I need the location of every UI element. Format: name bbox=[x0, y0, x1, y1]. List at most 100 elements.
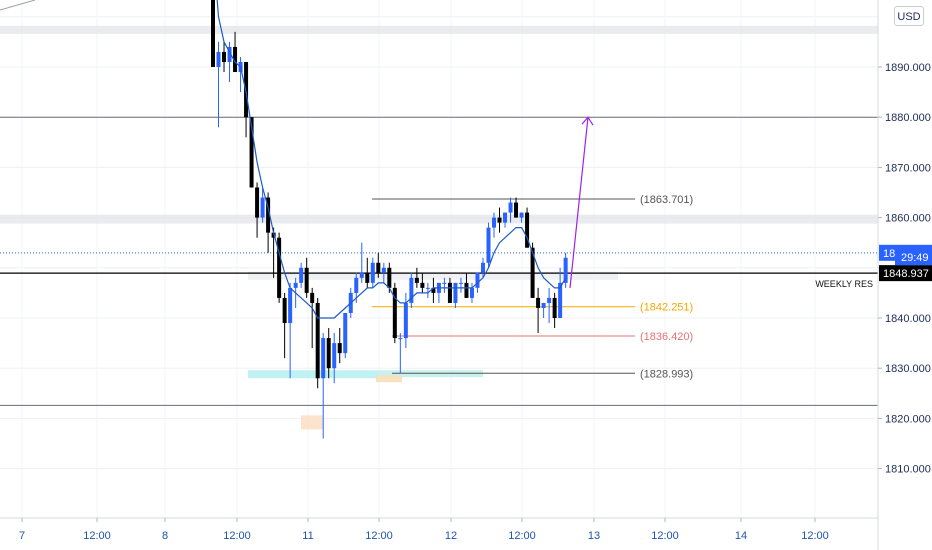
time-tick-label: 12:00 bbox=[365, 530, 393, 542]
candle-body bbox=[453, 282, 458, 303]
candle-body bbox=[409, 277, 414, 303]
candle-body bbox=[403, 302, 408, 339]
candle-body bbox=[277, 237, 282, 298]
candle-body bbox=[514, 202, 519, 218]
countdown-label: 29:49 bbox=[901, 252, 929, 264]
annotations: WEEKLY RES bbox=[815, 279, 873, 289]
candle-body bbox=[398, 338, 403, 340]
candle-body bbox=[381, 267, 386, 273]
price-tick-label: 1830.000 bbox=[885, 363, 931, 375]
trend-line bbox=[0, 0, 36, 11]
zones bbox=[0, 25, 878, 430]
candle-body bbox=[255, 187, 260, 218]
candle-body bbox=[508, 202, 513, 213]
resistance-zone bbox=[0, 25, 878, 34]
candle-body bbox=[458, 282, 463, 284]
countdown-tag bbox=[895, 249, 932, 266]
level-label: (1836.420) bbox=[640, 331, 693, 343]
candle-body bbox=[310, 292, 315, 303]
candle-body bbox=[343, 312, 348, 354]
candle-body bbox=[519, 212, 524, 218]
candle-body bbox=[288, 287, 293, 324]
candle-body bbox=[370, 262, 375, 283]
candle-body bbox=[497, 217, 502, 223]
candle-body bbox=[304, 267, 309, 293]
time-axis[interactable]: 7 12:00 8 12:00 11 12:00 12 12:00 13 12:00 14 12:00 bbox=[0, 517, 878, 542]
candle-body bbox=[354, 277, 359, 293]
candle-body bbox=[216, 51, 221, 67]
horizontal-lines bbox=[0, 0, 878, 406]
currency-selector[interactable]: USD bbox=[894, 6, 924, 26]
candle-body bbox=[414, 277, 419, 283]
candle-body bbox=[271, 232, 276, 238]
candle-body bbox=[260, 197, 265, 218]
time-tick-label: 7 bbox=[19, 530, 25, 542]
candle-body bbox=[525, 212, 530, 248]
level-label: (1828.993) bbox=[640, 368, 693, 380]
candle-body bbox=[475, 272, 480, 288]
time-tick-label: 11 bbox=[302, 530, 313, 542]
candles bbox=[211, 0, 568, 439]
price-tag-label: 1848.937 bbox=[883, 268, 929, 280]
grid bbox=[0, 0, 878, 518]
price-tick-label: 1820.000 bbox=[885, 413, 931, 425]
time-tick-label: 13 bbox=[588, 530, 600, 542]
resistance-zone bbox=[0, 214, 878, 224]
candle-body bbox=[552, 297, 557, 318]
candle-body bbox=[536, 297, 541, 308]
candle-body bbox=[266, 197, 271, 233]
time-tick-label: 12:00 bbox=[651, 530, 679, 542]
candle-body bbox=[447, 282, 452, 303]
arrow-head bbox=[581, 116, 594, 126]
candle-body bbox=[222, 51, 227, 62]
candle-body bbox=[469, 287, 474, 298]
time-tick-label: 12:00 bbox=[83, 530, 111, 542]
price-tick-label: 1810.000 bbox=[885, 464, 931, 476]
candle-body bbox=[282, 297, 287, 324]
candle-body bbox=[293, 282, 298, 288]
candle-body bbox=[420, 282, 425, 288]
candle-body bbox=[332, 343, 337, 369]
candle-body bbox=[392, 287, 397, 339]
weekly-res-label: WEEKLY RES bbox=[815, 279, 873, 289]
candle-body bbox=[530, 247, 535, 298]
price-axis[interactable]: 1890.000 1880.000 1870.000 1860.000 1840.000… bbox=[877, 0, 931, 550]
price-tag bbox=[879, 265, 932, 282]
candle-body bbox=[442, 282, 447, 284]
candle-body bbox=[464, 282, 469, 298]
level-lines: (1863.701) (1842.251) (1836.420) (1828.993) bbox=[372, 194, 693, 380]
candle-body bbox=[249, 117, 254, 188]
level-label: (1842.251) bbox=[640, 302, 693, 314]
candle-body bbox=[359, 272, 364, 278]
support-zone bbox=[248, 370, 378, 379]
time-tick-label: 12:00 bbox=[801, 530, 829, 542]
candle-body bbox=[337, 343, 342, 354]
price-tick-label: 1870.000 bbox=[885, 162, 931, 174]
candle-body bbox=[321, 338, 326, 379]
time-tick-label: 8 bbox=[162, 530, 168, 542]
candle-body bbox=[547, 297, 552, 303]
candle-body bbox=[425, 287, 430, 289]
candle-body bbox=[365, 272, 370, 283]
candle-body bbox=[558, 282, 563, 318]
candle-body bbox=[387, 267, 392, 288]
candle-body bbox=[492, 217, 497, 228]
candle-body bbox=[431, 287, 436, 293]
arrow-shaft bbox=[569, 117, 589, 288]
candle-body bbox=[541, 302, 546, 308]
time-tick-label: 14 bbox=[735, 530, 747, 542]
demand-zone bbox=[376, 375, 402, 383]
candle-body bbox=[503, 212, 508, 223]
candle-body bbox=[315, 302, 320, 379]
time-tick-label: 12:00 bbox=[508, 530, 536, 542]
candle-body bbox=[326, 338, 331, 369]
moving-average-line bbox=[216, 0, 567, 319]
level-label: (1863.701) bbox=[640, 194, 693, 206]
price-tick-label: 1860.000 bbox=[885, 213, 931, 225]
candle-body bbox=[480, 262, 485, 273]
projection-arrow[interactable] bbox=[569, 116, 594, 288]
time-tick-label: 12 bbox=[445, 530, 457, 542]
candle-body bbox=[233, 46, 238, 73]
